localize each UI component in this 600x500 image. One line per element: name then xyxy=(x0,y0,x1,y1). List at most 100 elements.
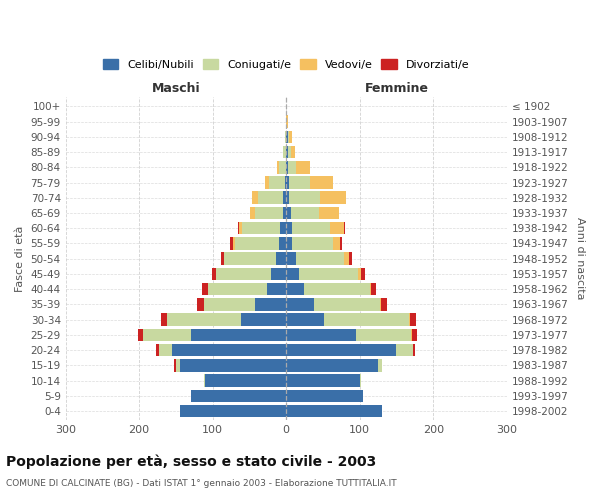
Bar xyxy=(204,374,205,387)
Bar xyxy=(370,283,371,296)
Text: Maschi: Maschi xyxy=(152,82,200,95)
Text: Popolazione per età, sesso e stato civile - 2003: Popolazione per età, sesso e stato civil… xyxy=(6,454,376,469)
Bar xyxy=(239,222,242,234)
Bar xyxy=(197,298,204,310)
Bar xyxy=(233,237,235,250)
Bar xyxy=(250,206,254,219)
Bar xyxy=(224,252,276,265)
Bar xyxy=(175,359,176,372)
Bar xyxy=(276,252,286,265)
Bar xyxy=(257,192,283,204)
Bar xyxy=(286,116,287,128)
Bar xyxy=(332,237,340,250)
Legend: Celibi/Nubili, Coniugati/e, Vedovi/e, Divorziati/e: Celibi/Nubili, Coniugati/e, Vedovi/e, Di… xyxy=(98,54,474,74)
Bar xyxy=(289,130,292,143)
Bar xyxy=(361,268,365,280)
Bar xyxy=(191,328,286,341)
Bar xyxy=(290,146,295,158)
Bar xyxy=(143,328,191,341)
Bar xyxy=(238,222,239,234)
Bar xyxy=(242,222,280,234)
Bar xyxy=(356,328,411,341)
Bar xyxy=(271,268,286,280)
Bar xyxy=(286,176,289,188)
Bar xyxy=(299,268,358,280)
Bar xyxy=(191,390,286,402)
Bar xyxy=(208,283,267,296)
Bar xyxy=(380,298,381,310)
Bar xyxy=(360,374,361,387)
Bar xyxy=(159,344,172,356)
Bar xyxy=(269,176,285,188)
Bar xyxy=(256,298,286,310)
Bar xyxy=(286,130,287,143)
Bar xyxy=(286,252,296,265)
Bar xyxy=(286,192,289,204)
Bar xyxy=(286,405,382,417)
Bar xyxy=(287,161,296,173)
Bar xyxy=(413,344,415,356)
Bar xyxy=(235,237,279,250)
Bar xyxy=(381,298,387,310)
Bar xyxy=(283,192,286,204)
Bar xyxy=(287,146,290,158)
Bar xyxy=(296,252,344,265)
Bar xyxy=(409,314,410,326)
Bar xyxy=(286,359,378,372)
Bar xyxy=(265,176,269,188)
Bar xyxy=(304,283,370,296)
Bar xyxy=(161,314,167,326)
Bar xyxy=(156,344,159,356)
Bar xyxy=(286,268,299,280)
Bar xyxy=(221,252,224,265)
Bar xyxy=(286,374,360,387)
Bar xyxy=(286,328,356,341)
Bar xyxy=(289,176,310,188)
Bar xyxy=(179,359,286,372)
Bar xyxy=(310,176,333,188)
Bar xyxy=(287,130,289,143)
Bar xyxy=(412,328,417,341)
Bar xyxy=(285,130,286,143)
Bar xyxy=(279,237,286,250)
Bar xyxy=(340,237,342,250)
Bar xyxy=(286,298,314,310)
Bar xyxy=(411,328,412,341)
Bar xyxy=(286,314,325,326)
Bar xyxy=(344,252,349,265)
Bar xyxy=(286,206,290,219)
Bar xyxy=(286,161,287,173)
Bar xyxy=(358,268,361,280)
Bar xyxy=(286,146,287,158)
Bar xyxy=(289,192,320,204)
Bar xyxy=(296,161,310,173)
Bar xyxy=(205,374,286,387)
Bar xyxy=(292,237,332,250)
Bar xyxy=(349,252,352,265)
Bar xyxy=(371,283,376,296)
Text: Femmine: Femmine xyxy=(364,82,428,95)
Bar xyxy=(331,222,344,234)
Bar xyxy=(283,206,286,219)
Bar xyxy=(217,268,271,280)
Bar xyxy=(230,237,233,250)
Y-axis label: Anni di nascita: Anni di nascita xyxy=(575,218,585,300)
Bar xyxy=(179,405,286,417)
Bar xyxy=(251,192,257,204)
Bar xyxy=(139,328,143,341)
Bar xyxy=(277,161,279,173)
Bar xyxy=(344,222,345,234)
Bar xyxy=(167,314,241,326)
Bar xyxy=(397,344,413,356)
Bar xyxy=(202,283,208,296)
Bar xyxy=(172,344,286,356)
Bar xyxy=(285,176,286,188)
Bar xyxy=(410,314,416,326)
Bar xyxy=(283,146,286,158)
Bar xyxy=(286,283,304,296)
Bar xyxy=(286,222,292,234)
Bar xyxy=(292,222,331,234)
Y-axis label: Fasce di età: Fasce di età xyxy=(15,226,25,292)
Bar xyxy=(280,222,286,234)
Bar xyxy=(320,192,346,204)
